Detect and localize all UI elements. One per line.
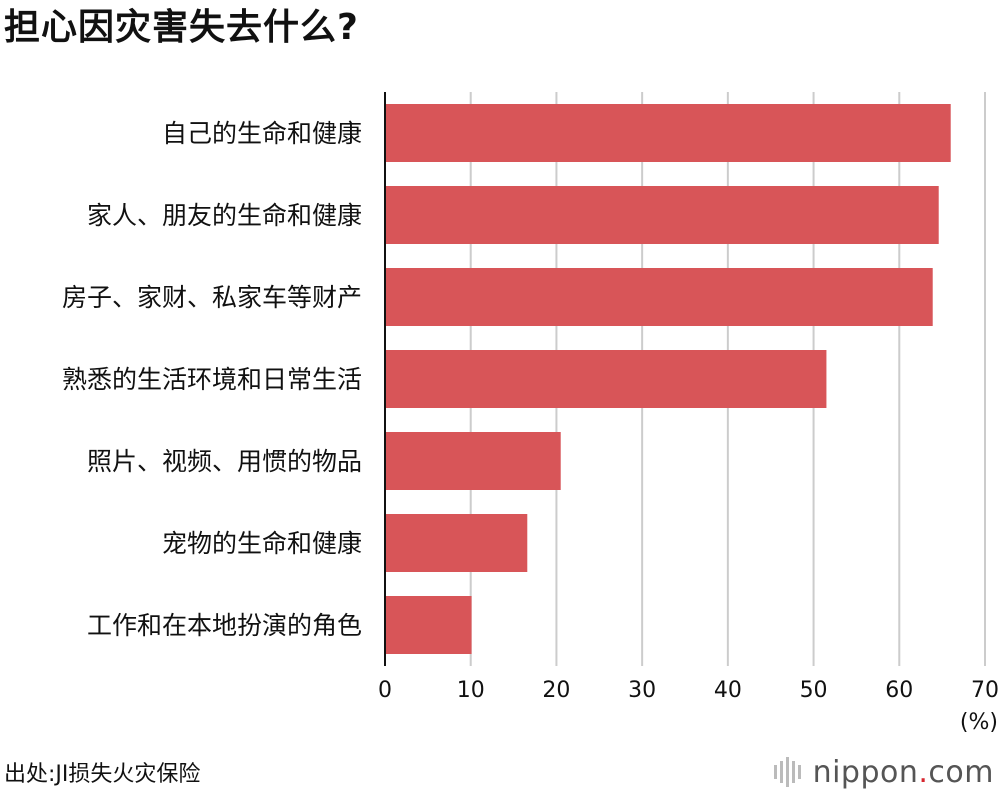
category-label: 房子、家财、私家车等财产 [62, 283, 362, 312]
x-tick-label: 0 [378, 678, 392, 703]
unit-label: (%) [960, 710, 998, 735]
category-label: 宠物的生命和健康 [162, 529, 362, 558]
bar [385, 268, 933, 326]
x-tick-label: 20 [542, 678, 570, 703]
category-label: 工作和在本地扮演的角色 [87, 611, 362, 640]
x-tick-label: 10 [457, 678, 485, 703]
bar [385, 104, 951, 162]
x-tick-label: 70 [971, 678, 999, 703]
logo-name: nippon [812, 754, 919, 790]
logo-dot: . [918, 754, 929, 790]
category-label: 熟悉的生活环境和日常生活 [62, 365, 362, 394]
bar [385, 186, 939, 244]
category-label: 照片、视频、用惯的物品 [87, 447, 362, 476]
logo-sound-bars-icon [773, 757, 801, 787]
bar [385, 350, 827, 408]
category-label: 自己的生命和健康 [162, 119, 362, 148]
category-label: 家人、朋友的生命和健康 [87, 201, 362, 230]
chart-title: 担心因灾害失去什么? [4, 7, 359, 48]
bar [385, 514, 528, 572]
x-tick-label: 30 [628, 678, 656, 703]
nippon-logo: nippon.com [773, 752, 994, 792]
source-note: 出处:JI损失火灾保险 [4, 762, 201, 787]
x-tick-label: 50 [800, 678, 828, 703]
x-tick-label: 40 [714, 678, 742, 703]
bar [385, 432, 561, 490]
logo-tld: com [928, 754, 994, 790]
x-tick-label: 60 [885, 678, 913, 703]
bar [385, 596, 472, 654]
